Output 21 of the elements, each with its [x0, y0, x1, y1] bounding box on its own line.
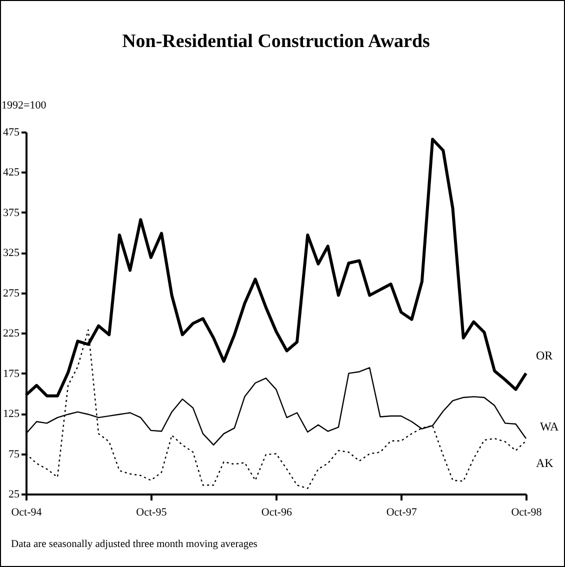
y-tick-label: 125 — [3, 408, 20, 420]
x-tick-label: Oct-94 — [11, 506, 42, 518]
y-tick-label: 175 — [3, 368, 20, 380]
y-tick-label: 375 — [3, 206, 20, 219]
text: Data are seasonally adjusted three month moving averages — [11, 539, 258, 550]
y-tick-label: 275 — [3, 287, 20, 300]
series-label: OR — [536, 348, 553, 362]
chart-title: Non-Residential Construction Awards — [122, 31, 430, 52]
series-label: AK — [536, 456, 554, 470]
y-tick-label: 325 — [3, 247, 20, 260]
y-tick-label: 225 — [3, 328, 20, 340]
y-tick-label: 425 — [3, 166, 20, 179]
y-tick-label: 25 — [8, 488, 20, 500]
y-tick-label: 475 — [3, 126, 20, 138]
y-axis-title: 1992=100 — [2, 100, 47, 112]
y-tick-label: 75 — [8, 448, 20, 460]
x-tick-label: Oct-96 — [261, 506, 292, 518]
x-tick-label: Oct-98 — [511, 506, 542, 518]
x-tick-label: Oct-95 — [136, 506, 168, 518]
x-tick-label: Oct-97 — [386, 506, 418, 518]
series-label: WA — [540, 419, 559, 434]
